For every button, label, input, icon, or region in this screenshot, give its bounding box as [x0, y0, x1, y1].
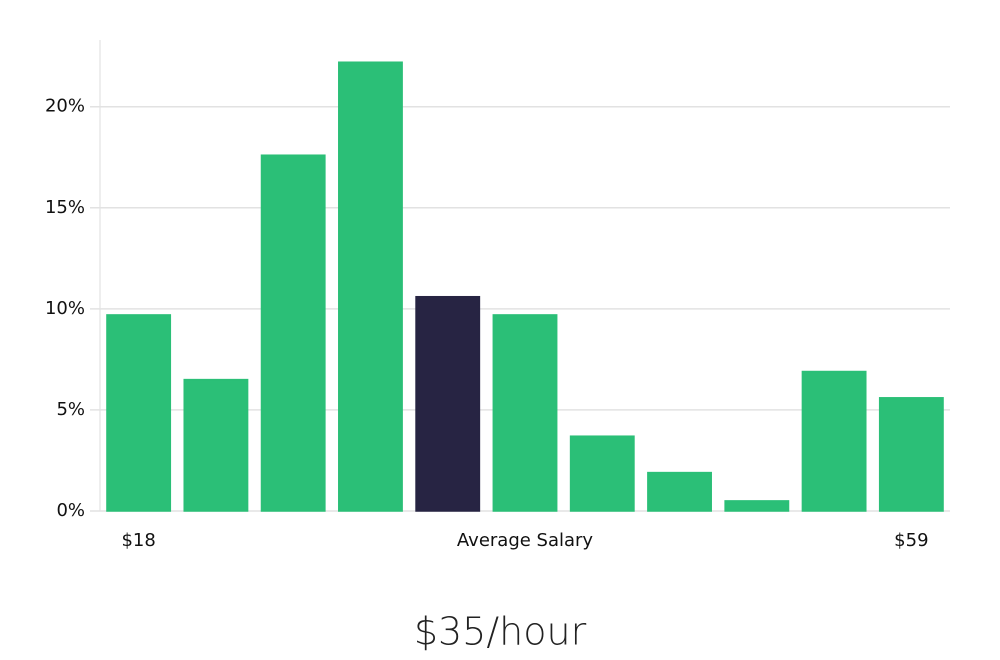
x-tick-label: $18: [121, 530, 155, 551]
x-axis-label: Average Salary: [457, 530, 594, 551]
bar: [338, 61, 403, 512]
bar: [647, 471, 712, 512]
bar: [492, 314, 558, 512]
y-tick-label: 10%: [45, 298, 85, 319]
annotation: $35/hour: [414, 610, 587, 654]
bar: [415, 295, 481, 512]
y-tick-label: 20%: [45, 96, 85, 117]
bar: [183, 378, 249, 512]
bar: [801, 370, 867, 512]
bar: [106, 314, 172, 512]
y-tick-label: 15%: [45, 197, 85, 218]
bar: [260, 154, 326, 512]
bar: [724, 500, 790, 512]
y-tick-label: 5%: [56, 399, 85, 420]
y-tick-label: 0%: [56, 500, 85, 521]
bar: [878, 397, 944, 512]
x-tick-label: $59: [894, 530, 928, 551]
bar: [569, 435, 635, 512]
